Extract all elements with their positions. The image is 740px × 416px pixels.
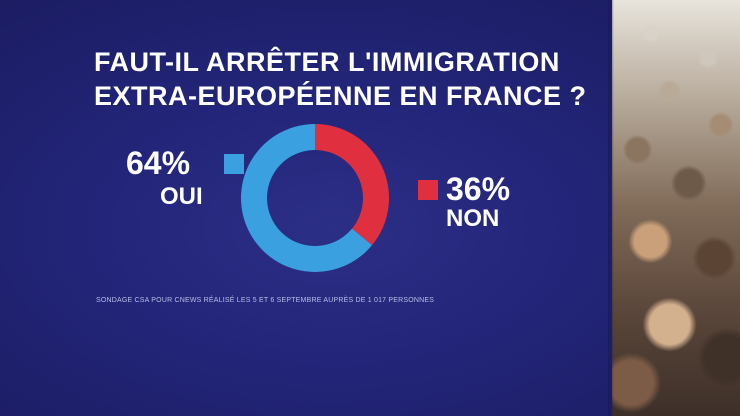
- non-category-label: NON: [446, 205, 500, 232]
- oui-category-label: OUI: [160, 183, 203, 210]
- title-line-1: FAUT-IL ARRÊTER L'IMMIGRATION: [94, 47, 560, 77]
- crowd-photo: [612, 0, 740, 416]
- title-line-2: EXTRA-EUROPÉENNE EN FRANCE ?: [94, 81, 587, 111]
- poll-source-note: SONDAGE CSA POUR CNEWS RÉALISÉ LES 5 ET …: [96, 297, 435, 304]
- poll-question-title: FAUT-IL ARRÊTER L'IMMIGRATION EXTRA-EURO…: [94, 45, 614, 113]
- non-legend-swatch: [418, 180, 438, 200]
- donut-slice-oui: [241, 124, 373, 272]
- oui-percent-label: 64%: [126, 145, 191, 181]
- oui-legend-swatch: [224, 154, 244, 174]
- photo-edge-shade: [608, 0, 614, 416]
- non-percent-label: 36%: [446, 171, 511, 207]
- donut-slice-non: [315, 124, 389, 246]
